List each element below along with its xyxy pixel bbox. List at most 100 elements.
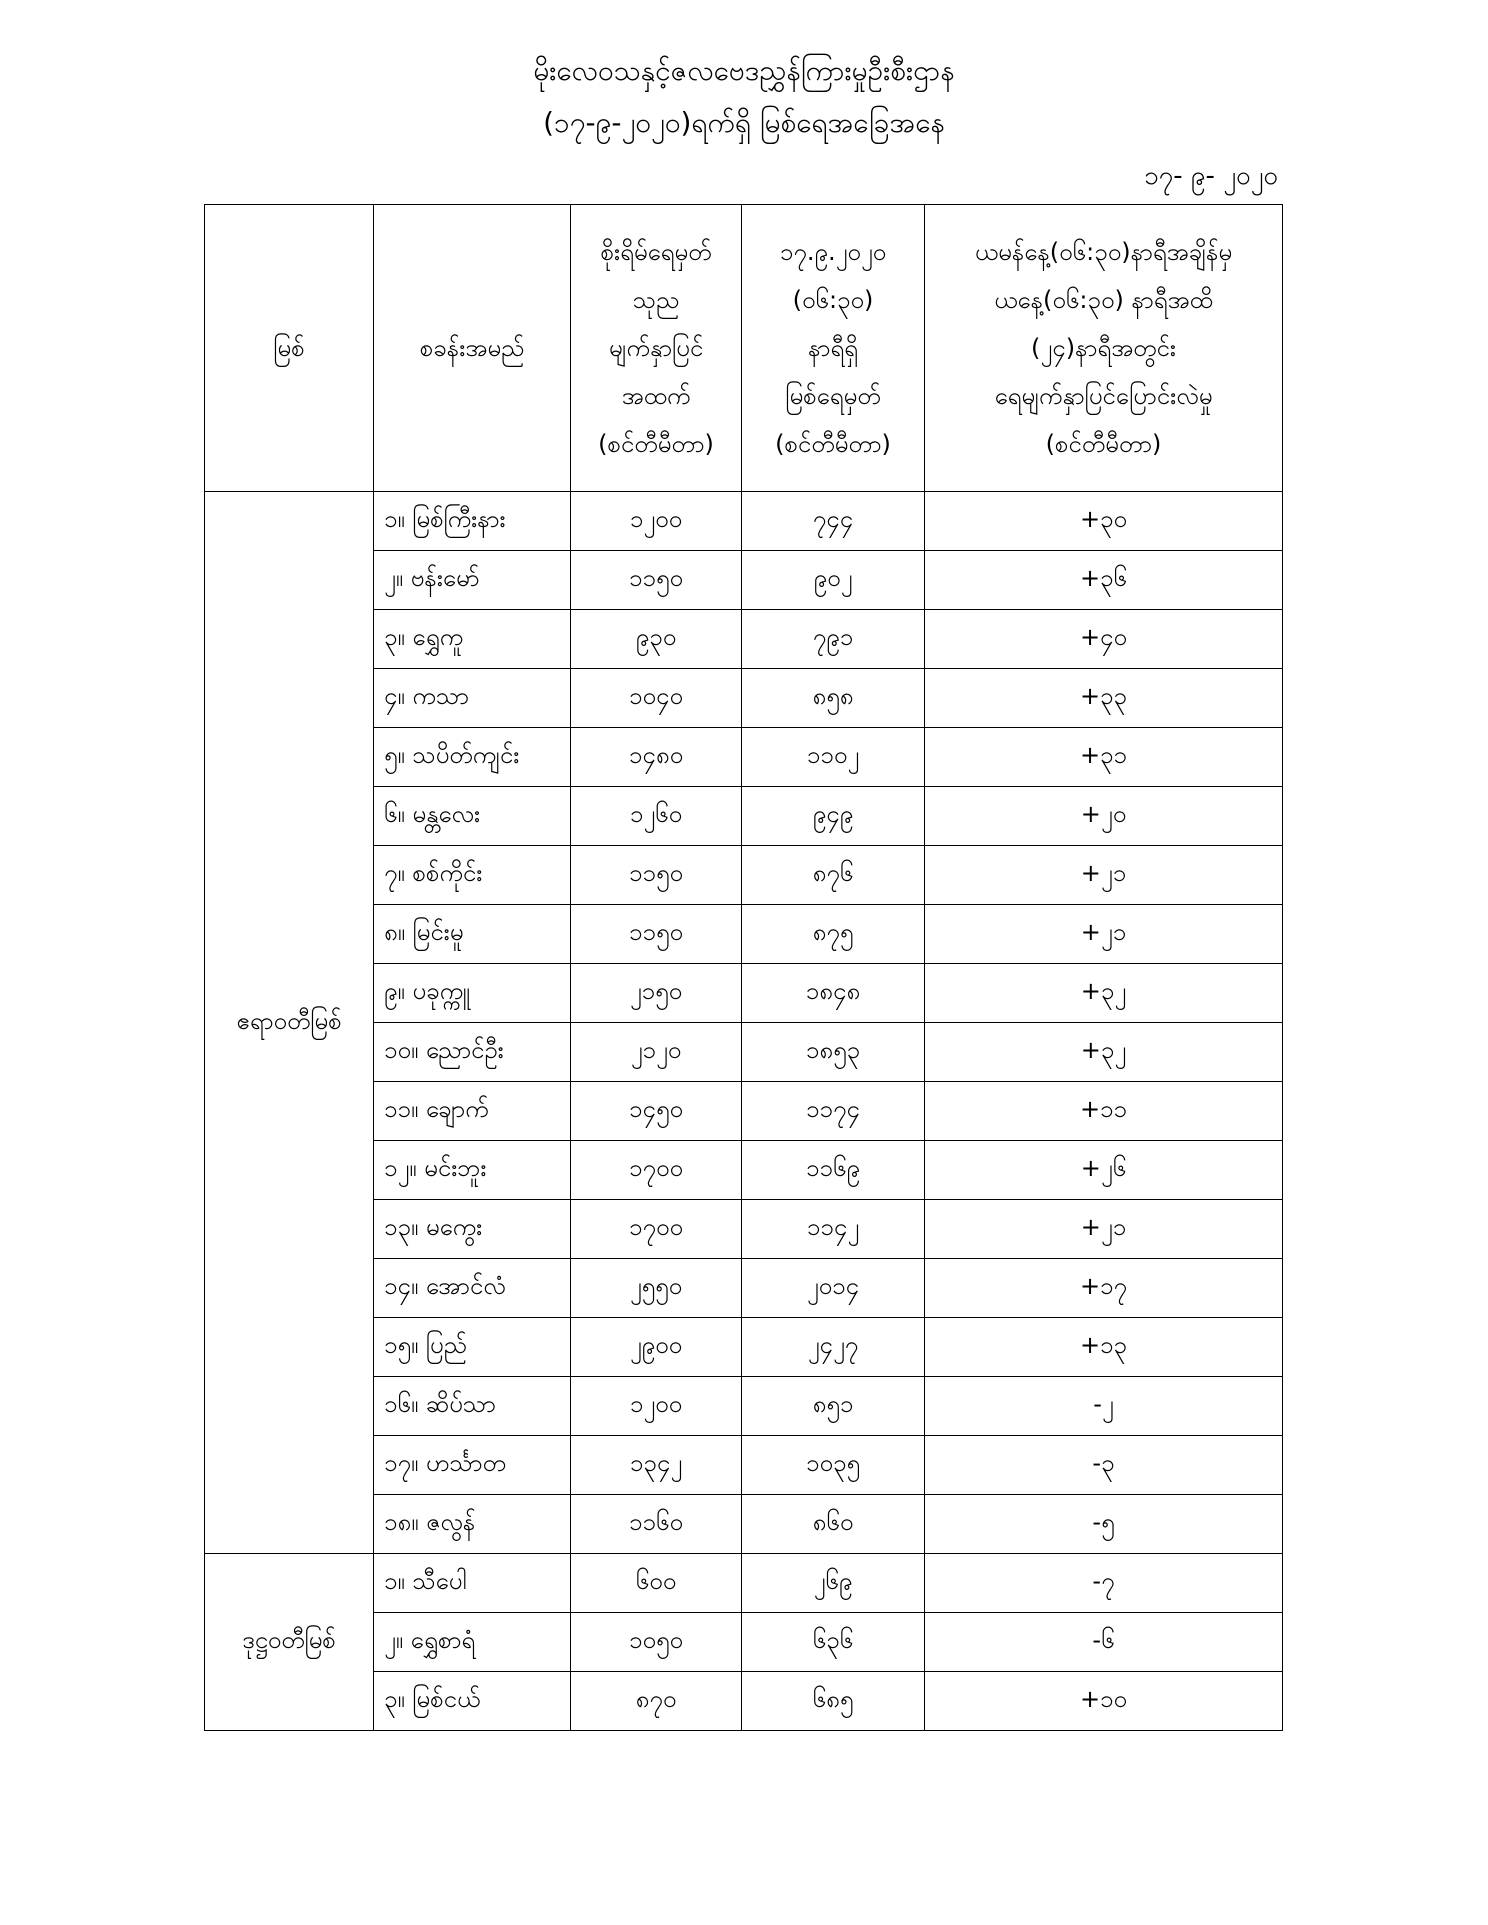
current-level: ၁၁၄၂: [741, 1199, 925, 1259]
current-level: ၁၈၅၃: [741, 1022, 925, 1082]
danger-level: ၁၇၀၀: [570, 1199, 742, 1259]
danger-level: ၁၁၅၀: [570, 550, 742, 610]
current-level: ၈၆၀: [741, 1494, 925, 1554]
table-row: ၈။ မြင်းမူ ၁၁၅၀ ၈၇၅ +၂၁: [205, 904, 1283, 964]
table-row: ၁၇။ ဟင်္သာတ ၁၃၄၂ ၁၀၃၅ -၃: [205, 1435, 1283, 1495]
table-row: ၁၆။ ဆိပ်သာ ၁၂၀၀ ၈၅၁ -၂: [205, 1376, 1283, 1436]
station-name: ၄။ ကသာ: [373, 668, 571, 728]
header-line: (စင်တီမီတာ): [775, 430, 891, 458]
danger-level: ၁၂၆၀: [570, 786, 742, 846]
table-row: ၅။ သပိတ်ကျင်း ၁၄၈၀ ၁၁၀၂ +၃၁: [205, 727, 1283, 787]
station-name: ၇။ စစ်ကိုင်း: [373, 845, 571, 905]
header-line: ယမန်နေ့(၀၆:၃၀)နာရီအချိန်မှ: [974, 238, 1233, 266]
header-line: မြစ်ရေမှတ်: [785, 382, 881, 410]
danger-level: ၉၃၀: [570, 609, 742, 669]
current-level: ၁၈၄၈: [741, 963, 925, 1023]
table-row: ၇။ စစ်ကိုင်း ၁၁၅၀ ၈၇၆ +၂၁: [205, 845, 1283, 905]
danger-level: ၁၇၀၀: [570, 1140, 742, 1200]
danger-level: ၁၄၈၀: [570, 727, 742, 787]
current-level: ၁၁၀၂: [741, 727, 925, 787]
header-24h-change: ယမန်နေ့(၀၆:၃၀)နာရီအချိန်မှယနေ့(၀၆:၃၀) နာ…: [924, 204, 1283, 492]
document-subtitle: (၁၇-၉-၂၀၂၀)ရက်ရှိ မြစ်ရေအခြေအနေ: [543, 106, 945, 139]
station-name: ၉။ ပခုက္ကူ: [373, 963, 571, 1023]
level-change: +၃၂: [924, 1022, 1283, 1082]
level-change: +၁၁: [924, 1081, 1283, 1141]
danger-level: ၂၉၀၀: [570, 1317, 742, 1377]
station-name: ၁၀။ ညောင်ဦး: [373, 1022, 571, 1082]
station-name: ၁၃။ မကွေး: [373, 1199, 571, 1259]
station-name: ၁၁။ ချောက်: [373, 1081, 571, 1141]
table-row: ၁၃။ မကွေး ၁၇၀၀ ၁၁၄၂ +၂၁: [205, 1199, 1283, 1259]
station-name: ၁။ သီပေါ: [373, 1553, 571, 1613]
danger-level: ၈၇၀: [570, 1671, 742, 1731]
table-row: ဒုဋ္ဌဝတီမြစ် ၁။ သီပေါ ၆၀၀ ၂၆၉ -၇: [204, 1553, 1283, 1731]
level-change: +၂၀: [924, 786, 1283, 846]
station-name: ၁၅။ ပြည်: [373, 1317, 571, 1377]
current-level: ၉၀၂: [741, 550, 925, 610]
header-line: ယနေ့(၀၆:၃၀) နာရီအထိ: [994, 286, 1213, 314]
station-name: ၂။ ရွှေစာရံ: [373, 1612, 571, 1672]
header-line: ၁၇.၉.၂၀၂၀: [779, 238, 887, 266]
table-row: ၁၅။ ပြည် ၂၉၀၀ ၂၄၂၇ +၁၃: [205, 1317, 1283, 1377]
current-level: ၆၈၅: [741, 1671, 925, 1731]
header-line: စခန်းအမည်: [419, 334, 525, 362]
current-level: ၁၁၆၉: [741, 1140, 925, 1200]
level-change: +၄၀: [924, 609, 1283, 669]
level-change: -၅: [924, 1494, 1283, 1554]
level-change: +၃၂: [924, 963, 1283, 1023]
station-name: ၁၆။ ဆိပ်သာ: [373, 1376, 571, 1436]
level-change: +၂၆: [924, 1140, 1283, 1200]
table-row: ၁၈။ ဇလွန် ၁၁၆၀ ၈၆၀ -၅: [205, 1494, 1283, 1554]
danger-level: ၁၃၄၂: [570, 1435, 742, 1495]
table-row: ၃။ ရွှေကူ ၉၃၀ ၇၉၁ +၄၀: [205, 609, 1283, 669]
table-row: ၆။ မန္တလေး ၁၂၆၀ ၉၄၉ +၂၀: [205, 786, 1283, 846]
current-level: ၂၆၉: [741, 1553, 925, 1613]
station-name: ၁၇။ ဟင်္သာတ: [373, 1435, 571, 1495]
station-name: ၁။ မြစ်ကြီးနား: [373, 491, 571, 551]
table-row: ၃။ မြစ်ငယ် ၈၇၀ ၆၈၅ +၁၀: [205, 1671, 1283, 1731]
level-change: +၃၃: [924, 668, 1283, 728]
table-row: ၂။ ရွှေစာရံ ၁၀၅၀ ၆၃၆ -၆: [205, 1612, 1283, 1672]
danger-level: ၁၀၅၀: [570, 1612, 742, 1672]
station-name: ၁၈။ ဇလွန်: [373, 1494, 571, 1554]
table-row: ဧရာဝတီမြစ် ၁။ မြစ်ကြီးနား ၁၂၀၀ ၇၄၄ +၃၀: [204, 491, 1283, 1554]
level-change: -၂: [924, 1376, 1283, 1436]
station-name: ၈။ မြင်းမူ: [373, 904, 571, 964]
header-line: ရေမျက်နှာပြင်ပြောင်းလဲမှု: [994, 382, 1213, 410]
current-level: ၇၄၄: [741, 491, 925, 551]
level-change: -၃: [924, 1435, 1283, 1495]
current-level: ၁၀၃၅: [741, 1435, 925, 1495]
level-change: +၁၀: [924, 1671, 1283, 1731]
table-row: ၁၂။ မင်းဘူး ၁၇၀၀ ၁၁၆၉ +၂၆: [205, 1140, 1283, 1200]
danger-level: ၁၁၆၀: [570, 1494, 742, 1554]
header-line: မျက်နှာပြင်: [608, 334, 704, 362]
level-change: -၆: [924, 1612, 1283, 1672]
river-name: ဧရာဝတီမြစ်: [204, 491, 374, 1554]
danger-level: ၁၂၀၀: [570, 491, 742, 551]
current-level: ၆၃၆: [741, 1612, 925, 1672]
header-current-level: ၁၇.၉.၂၀၂၀ (၀၆:၃၀) နာရီရှိ မြစ်ရေမှတ် (စင်တီမ…: [741, 204, 925, 492]
station-name: ၃။ ရွှေကူ: [373, 609, 571, 669]
header-line: မြစ်: [273, 334, 305, 362]
level-change: +၃၀: [924, 491, 1283, 551]
station-name: ၃။ မြစ်ငယ်: [373, 1671, 571, 1731]
current-level: ၈၅၁: [741, 1376, 925, 1436]
station-name: ၁၄။ အောင်လံ: [373, 1258, 571, 1318]
report-date: ၁၇- ၉- ၂၀၂၀: [1144, 161, 1278, 191]
level-change: -၇: [924, 1553, 1283, 1613]
header-line: (၀၆:၃၀): [792, 286, 874, 314]
station-name: ၁၂။ မင်းဘူး: [373, 1140, 571, 1200]
station-name: ၂။ ဗန်းမော်: [373, 550, 571, 610]
danger-level: ၁၁၅၀: [570, 845, 742, 905]
level-change: +၃၆: [924, 550, 1283, 610]
river-water-level-table: မြစ် စခန်းအမည် စိုးရိမ်ရေမှတ်သုညမျက်နှာပြင…: [204, 204, 1283, 1731]
header-line: (စင်တီမီတာ): [598, 430, 714, 458]
level-change: +၂၁: [924, 904, 1283, 964]
header-line: စိုးရိမ်ရေမှတ်: [600, 238, 712, 266]
current-level: ၈၅၈: [741, 668, 925, 728]
header-line: သုည: [632, 286, 680, 314]
danger-level: ၂၁၂၀: [570, 1022, 742, 1082]
danger-level: ၁၁၅၀: [570, 904, 742, 964]
current-level: ၂၄၂၇: [741, 1317, 925, 1377]
level-change: +၁၇: [924, 1258, 1283, 1318]
